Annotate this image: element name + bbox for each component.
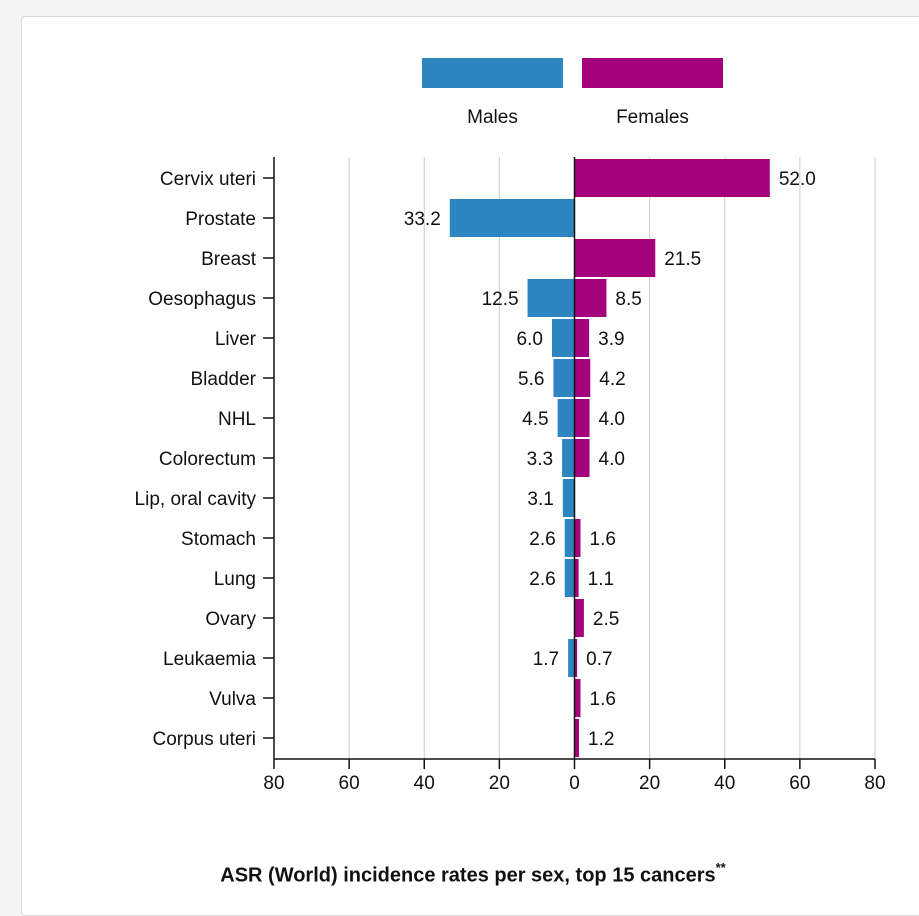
data-label-males: 12.5 — [482, 289, 519, 310]
data-label-females: 1.6 — [590, 529, 616, 550]
x-tick-label: 0 — [569, 773, 580, 794]
category-label: Ovary — [205, 609, 256, 630]
category-label: Cervix uteri — [160, 169, 256, 190]
caption-text: ASR (World) incidence rates per sex, top… — [220, 864, 716, 887]
data-label-males: 2.6 — [529, 529, 555, 550]
x-tick-label: 60 — [339, 773, 360, 794]
bar-males — [562, 479, 575, 517]
category-label: Liver — [215, 329, 257, 350]
x-tick-label: 60 — [789, 773, 810, 794]
category-label: NHL — [218, 409, 256, 430]
bar-females — [574, 279, 607, 317]
data-label-males: 33.2 — [404, 209, 441, 230]
data-label-males: 4.5 — [522, 409, 548, 430]
bar-females — [574, 559, 579, 597]
bar-males — [564, 519, 575, 557]
x-tick-label: 40 — [714, 773, 735, 794]
bar-females — [574, 719, 580, 757]
data-label-males: 3.1 — [527, 489, 553, 510]
data-label-females: 4.0 — [599, 449, 625, 470]
category-label: Colorectum — [159, 449, 256, 470]
bar-females — [574, 639, 578, 677]
data-label-females: 2.5 — [593, 609, 619, 630]
legend-label-males: Males — [467, 107, 518, 128]
bar-females — [574, 439, 590, 477]
category-label: Prostate — [185, 209, 256, 230]
bar-females — [574, 159, 770, 197]
bar-males — [564, 559, 575, 597]
bar-males — [557, 399, 575, 437]
bar-males — [568, 639, 575, 677]
data-label-males: 5.6 — [518, 369, 544, 390]
x-tick-label: 20 — [489, 773, 510, 794]
bar-females — [574, 519, 581, 557]
category-label: Oesophagus — [148, 289, 256, 310]
data-label-males: 2.6 — [529, 569, 555, 590]
data-label-males: 6.0 — [517, 329, 543, 350]
category-label: Leukaemia — [163, 649, 256, 670]
category-label: Stomach — [181, 529, 256, 550]
bar-females — [574, 399, 590, 437]
category-label: Vulva — [209, 689, 256, 710]
data-label-females: 8.5 — [615, 289, 641, 310]
data-label-females: 1.2 — [588, 729, 614, 750]
bar-females — [574, 599, 584, 637]
bar-females — [574, 359, 591, 397]
legend-label-females: Females — [616, 107, 689, 128]
data-label-females: 3.9 — [598, 329, 624, 350]
bar-males — [562, 439, 575, 477]
caption-footnote-marker: ** — [715, 860, 726, 875]
data-label-females: 1.1 — [588, 569, 614, 590]
data-label-females: 1.6 — [590, 689, 616, 710]
data-label-females: 4.2 — [599, 369, 625, 390]
category-label: Breast — [201, 249, 257, 270]
data-label-females: 52.0 — [779, 169, 816, 190]
x-tick-label: 20 — [639, 773, 660, 794]
data-label-males: 1.7 — [533, 649, 559, 670]
data-label-females: 4.0 — [599, 409, 625, 430]
category-label: Lung — [214, 569, 256, 590]
legend-swatch-males — [422, 58, 563, 88]
bar-males — [527, 279, 575, 317]
x-tick-label: 40 — [414, 773, 435, 794]
bar-males — [553, 359, 575, 397]
x-tick-label: 80 — [263, 773, 284, 794]
category-label: Bladder — [191, 369, 257, 390]
bar-males — [449, 199, 575, 237]
category-label: Corpus uteri — [153, 729, 257, 750]
x-tick-label: 80 — [864, 773, 885, 794]
category-label: Lip, oral cavity — [135, 489, 257, 510]
data-label-males: 3.3 — [527, 449, 553, 470]
bar-females — [574, 679, 581, 717]
bar-females — [574, 239, 656, 277]
data-label-females: 21.5 — [664, 249, 701, 270]
bar-females — [574, 319, 590, 357]
bar-males — [551, 319, 575, 357]
legend-swatch-females — [582, 58, 723, 88]
data-label-females: 0.7 — [586, 649, 612, 670]
chart-caption: ASR (World) incidence rates per sex, top… — [0, 860, 919, 888]
